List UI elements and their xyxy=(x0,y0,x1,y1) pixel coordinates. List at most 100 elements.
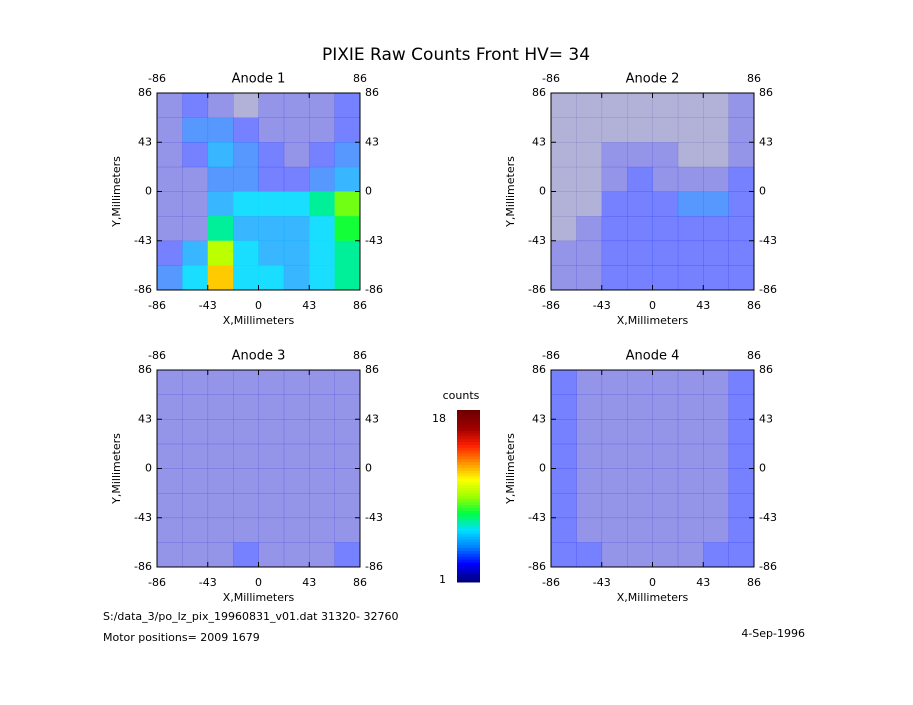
heat-cell xyxy=(233,370,259,395)
x-tick-label: -86 xyxy=(148,299,166,312)
heat-cell xyxy=(551,517,577,543)
x-tick-label: -86 xyxy=(148,576,166,589)
y-axis-label: Y,Millimeters xyxy=(110,433,123,505)
heat-cell xyxy=(182,166,209,192)
heat-cell xyxy=(309,93,335,118)
heat-cell xyxy=(551,240,577,266)
colorbar-swatch xyxy=(457,579,480,583)
panel-title: Anode 2 xyxy=(626,72,680,87)
heat-cell xyxy=(207,142,234,168)
heat-cell xyxy=(334,443,361,469)
heat-cell xyxy=(627,443,653,469)
x-top-tick-label: -86 xyxy=(148,72,166,85)
heat-cell xyxy=(601,117,628,143)
heat-cell xyxy=(703,240,729,266)
heat-cell xyxy=(157,93,183,118)
heat-cell xyxy=(601,443,628,469)
colorbar-swatch xyxy=(457,421,480,425)
heat-cell xyxy=(182,517,209,543)
heat-cell xyxy=(703,419,729,445)
y-tick-label: -86 xyxy=(528,283,546,296)
heat-cell xyxy=(703,142,729,168)
heat-cell xyxy=(703,166,729,192)
x-axis-label: X,Millimeters xyxy=(223,591,295,604)
heat-cell xyxy=(207,394,234,420)
heat-cell xyxy=(258,166,285,192)
heat-cell xyxy=(207,493,234,519)
heat-cell xyxy=(601,542,628,568)
heat-cell xyxy=(309,191,335,217)
heat-cell xyxy=(677,542,704,568)
heat-cell xyxy=(233,394,259,420)
x-tick-label: 0 xyxy=(649,299,656,312)
x-top-tick-label: 86 xyxy=(353,72,367,85)
page-title: PIXIE Raw Counts Front HV= 34 xyxy=(322,45,590,65)
y-tick-label: 43 xyxy=(532,135,546,148)
heat-cell xyxy=(334,93,361,118)
colorbar-swatch xyxy=(457,487,480,491)
heat-cell xyxy=(334,493,361,519)
heat-cell xyxy=(728,142,755,168)
heat-cell xyxy=(182,493,209,519)
colorbar-swatch xyxy=(457,455,480,460)
heat-cell xyxy=(601,216,628,242)
y-tick-label: 86 xyxy=(532,86,546,99)
heat-cell xyxy=(551,370,577,395)
heat-cell xyxy=(551,191,577,217)
heat-cell xyxy=(157,443,183,469)
y-tick-label-right: 86 xyxy=(365,86,379,99)
heat-cell xyxy=(258,191,285,217)
heat-cell xyxy=(233,265,259,291)
heat-cell xyxy=(703,191,729,217)
heat-cell xyxy=(157,542,183,568)
heat-cell xyxy=(334,216,361,242)
heat-cell xyxy=(601,493,628,519)
colorbar-swatch xyxy=(457,536,480,540)
colorbar-swatch xyxy=(457,573,480,577)
heat-cell xyxy=(309,493,335,519)
heat-cell xyxy=(334,394,361,420)
colorbar-swatch xyxy=(457,484,480,488)
heat-cell xyxy=(728,166,755,192)
heat-cell xyxy=(627,493,653,519)
heat-cell xyxy=(551,443,577,469)
heat-cell xyxy=(182,419,209,445)
heat-cell xyxy=(703,216,729,242)
heat-cell xyxy=(233,517,259,543)
heat-cell xyxy=(283,240,310,266)
heat-cell xyxy=(283,93,310,118)
y-tick-label-right: -43 xyxy=(759,234,777,247)
colorbar-swatch xyxy=(457,441,480,445)
heat-cell xyxy=(728,468,755,494)
heat-cell xyxy=(601,265,628,291)
x-tick-label: 43 xyxy=(302,576,316,589)
heat-cell xyxy=(157,517,183,543)
y-tick-label: 86 xyxy=(532,363,546,376)
x-tick-label: 43 xyxy=(302,299,316,312)
heat-cell xyxy=(233,542,259,568)
heat-cell xyxy=(182,240,209,266)
colorbar-swatch xyxy=(457,553,480,557)
heat-cell xyxy=(233,468,259,494)
heat-cell xyxy=(652,517,679,543)
heat-cell xyxy=(551,542,577,568)
heat-cell xyxy=(258,142,285,168)
colorbar-swatch xyxy=(457,427,480,431)
heat-cell xyxy=(283,142,310,168)
heat-cell xyxy=(576,493,603,519)
heat-cell xyxy=(703,517,729,543)
heat-cell xyxy=(652,240,679,266)
y-tick-label-right: 43 xyxy=(365,135,379,148)
heat-cell xyxy=(283,394,310,420)
y-tick-label-right: 43 xyxy=(365,412,379,425)
heat-cell xyxy=(728,93,755,118)
colorbar-swatch xyxy=(457,564,480,569)
heat-cell xyxy=(677,419,704,445)
y-tick-label: -86 xyxy=(134,283,152,296)
heat-cell xyxy=(182,216,209,242)
heat-cell xyxy=(258,419,285,445)
x-tick-label: 86 xyxy=(353,299,367,312)
heat-cell xyxy=(283,166,310,192)
x-axis-label: X,Millimeters xyxy=(223,314,295,327)
y-tick-label-right: 86 xyxy=(759,86,773,99)
